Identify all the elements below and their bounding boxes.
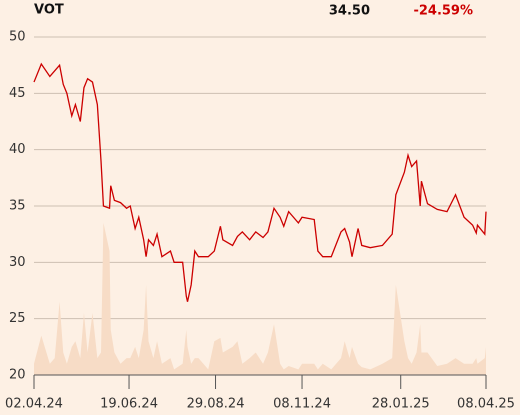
price-change: -24.59% — [413, 4, 473, 19]
x-tick-label: 08.11.24 — [273, 397, 331, 412]
x-tick-label: 19.06.24 — [100, 397, 158, 412]
y-tick-label: 40 — [9, 142, 26, 157]
volume-area — [34, 222, 486, 375]
x-tick-label: 29.08.24 — [187, 397, 245, 412]
y-tick-label: 20 — [9, 368, 26, 383]
y-tick-label: 50 — [9, 30, 26, 45]
y-tick-label: 45 — [9, 86, 26, 101]
x-tick-label: 08.04.25 — [457, 397, 515, 412]
x-tick-label: 28.01.25 — [372, 397, 430, 412]
y-tick-label: 35 — [9, 199, 26, 214]
price-line — [33, 62, 487, 302]
y-tick-label: 30 — [9, 255, 26, 270]
last-price: 34.50 — [329, 4, 370, 19]
ticker: VOT — [34, 3, 64, 18]
y-tick-label: 25 — [9, 311, 26, 326]
x-tick-label: 02.04.24 — [5, 397, 63, 412]
